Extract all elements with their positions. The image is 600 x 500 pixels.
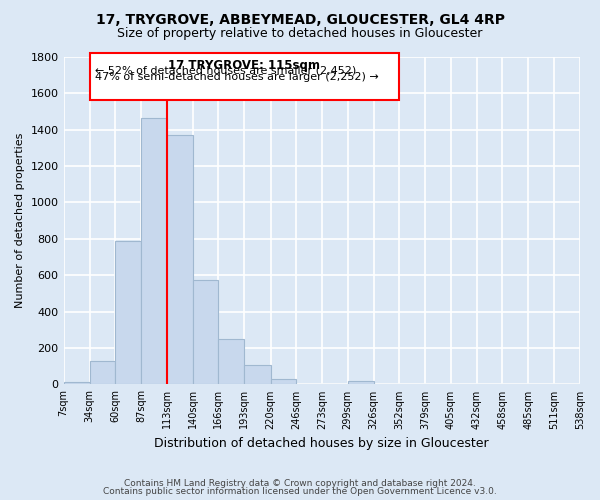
Bar: [347, 381, 374, 384]
Bar: [115, 240, 142, 384]
Bar: [64, 382, 90, 384]
Text: Contains public sector information licensed under the Open Government Licence v3: Contains public sector information licen…: [103, 487, 497, 496]
Text: Contains HM Land Registry data © Crown copyright and database right 2024.: Contains HM Land Registry data © Crown c…: [124, 478, 476, 488]
Bar: [90, 361, 115, 384]
Text: ← 52% of detached houses are smaller (2,452): ← 52% of detached houses are smaller (2,…: [95, 66, 356, 76]
Text: Size of property relative to detached houses in Gloucester: Size of property relative to detached ho…: [118, 28, 482, 40]
Text: 47% of semi-detached houses are larger (2,252) →: 47% of semi-detached houses are larger (…: [95, 72, 379, 83]
Bar: [167, 135, 193, 384]
FancyBboxPatch shape: [90, 53, 399, 100]
Y-axis label: Number of detached properties: Number of detached properties: [15, 133, 25, 308]
Bar: [142, 118, 167, 384]
Bar: [271, 379, 296, 384]
Bar: [244, 366, 271, 384]
X-axis label: Distribution of detached houses by size in Gloucester: Distribution of detached houses by size …: [154, 437, 489, 450]
Text: 17 TRYGROVE: 115sqm: 17 TRYGROVE: 115sqm: [169, 58, 320, 71]
Text: 17, TRYGROVE, ABBEYMEAD, GLOUCESTER, GL4 4RP: 17, TRYGROVE, ABBEYMEAD, GLOUCESTER, GL4…: [95, 12, 505, 26]
Bar: [193, 280, 218, 384]
Bar: [218, 339, 244, 384]
